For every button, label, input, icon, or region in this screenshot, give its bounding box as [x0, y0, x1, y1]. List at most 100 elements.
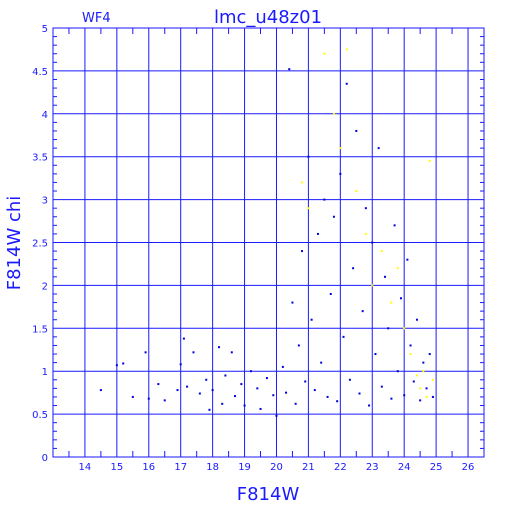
data-point	[313, 389, 316, 392]
data-point	[415, 318, 418, 321]
data-point	[345, 82, 348, 85]
data-point	[198, 392, 201, 395]
data-point	[205, 378, 208, 381]
data-point-highlight	[323, 52, 326, 55]
data-point	[425, 387, 428, 390]
data-point	[399, 297, 402, 300]
x-tick-label: 22	[334, 462, 347, 473]
data-point	[387, 327, 390, 330]
x-tick-label: 26	[462, 462, 475, 473]
data-point	[361, 310, 364, 313]
data-point	[192, 351, 195, 354]
x-tick-label: 24	[398, 462, 411, 473]
data-point-highlight	[301, 181, 304, 184]
data-point	[179, 363, 182, 366]
data-point	[364, 207, 367, 210]
data-point	[431, 395, 434, 398]
data-point	[380, 385, 383, 388]
data-point	[390, 397, 393, 400]
data-point-highlight	[332, 112, 335, 115]
data-point	[326, 395, 329, 398]
data-point-highlight	[428, 159, 431, 162]
data-point-highlight	[390, 301, 393, 304]
plot-frame	[52, 27, 485, 458]
data-point	[157, 383, 160, 386]
data-point	[406, 258, 409, 261]
data-point	[304, 380, 307, 383]
data-point	[320, 361, 323, 364]
data-point	[339, 172, 342, 175]
data-point	[355, 129, 358, 132]
data-point	[221, 402, 224, 405]
data-point	[176, 389, 179, 392]
data-point	[186, 385, 189, 388]
data-point	[358, 392, 361, 395]
grid-lines	[53, 27, 484, 458]
data-point-highlight	[415, 374, 418, 377]
data-point-highlight	[422, 370, 425, 373]
data-point	[233, 395, 236, 398]
data-point	[285, 391, 288, 394]
data-point	[115, 364, 118, 367]
data-point	[368, 404, 371, 407]
x-tick-label: 15	[110, 462, 123, 473]
data-point	[352, 267, 355, 270]
data-point	[291, 301, 294, 304]
data-point	[377, 147, 380, 150]
y-tick-label: 0.5	[32, 410, 48, 421]
data-point-highlight	[403, 327, 406, 330]
data-point-highlight	[371, 284, 374, 287]
data-point	[310, 318, 313, 321]
x-tick-label: 14	[79, 462, 92, 473]
data-point	[256, 387, 259, 390]
data-point	[182, 337, 185, 340]
data-point	[272, 394, 275, 397]
data-point-highlight	[307, 207, 310, 210]
chart-title: lmc_u48z01	[214, 7, 322, 28]
data-point	[297, 344, 300, 347]
x-tick-label: 25	[430, 462, 443, 473]
data-point	[218, 346, 221, 349]
data-point-highlight	[345, 48, 348, 51]
data-point-highlight	[380, 250, 383, 253]
axis-ticks	[53, 28, 484, 457]
data-point-highlight	[409, 353, 412, 356]
data-point	[131, 395, 134, 398]
data-point	[323, 198, 326, 201]
data-point	[144, 351, 147, 354]
panel-label: WF4	[82, 11, 111, 26]
x-tick-label: 16	[142, 462, 155, 473]
x-tick-label: 18	[206, 462, 219, 473]
data-point	[307, 155, 310, 158]
data-point	[301, 250, 304, 253]
x-tick-label: 19	[238, 462, 251, 473]
data-point-highlight	[425, 395, 428, 398]
data-point	[412, 380, 415, 383]
data-point	[422, 361, 425, 364]
y-tick-labels: 0 0.5 1 1.5 2 2.5 3 3.5 4 4.5 5	[32, 24, 48, 464]
y-tick-label: 2.5	[32, 239, 48, 250]
data-point	[240, 383, 243, 386]
data-point	[281, 365, 284, 368]
data-point	[249, 370, 252, 373]
y-tick-label: 3	[42, 196, 48, 207]
data-point	[336, 400, 339, 403]
data-point	[275, 414, 278, 417]
data-point	[230, 351, 233, 354]
y-tick-label: 4	[42, 110, 48, 121]
data-point	[393, 224, 396, 227]
x-axis-label: F814W	[237, 484, 300, 505]
data-point	[211, 389, 214, 392]
data-point	[208, 408, 211, 411]
data-point-highlight	[396, 267, 399, 270]
data-point	[316, 232, 319, 235]
data-point	[329, 292, 332, 295]
data-point	[396, 370, 399, 373]
y-axis-label: F814W chi	[4, 196, 25, 291]
data-point	[384, 275, 387, 278]
data-point	[374, 353, 377, 356]
data-point	[348, 378, 351, 381]
data-point-highlight	[419, 387, 422, 390]
y-tick-label: 1.5	[32, 324, 48, 335]
data-point	[147, 397, 150, 400]
